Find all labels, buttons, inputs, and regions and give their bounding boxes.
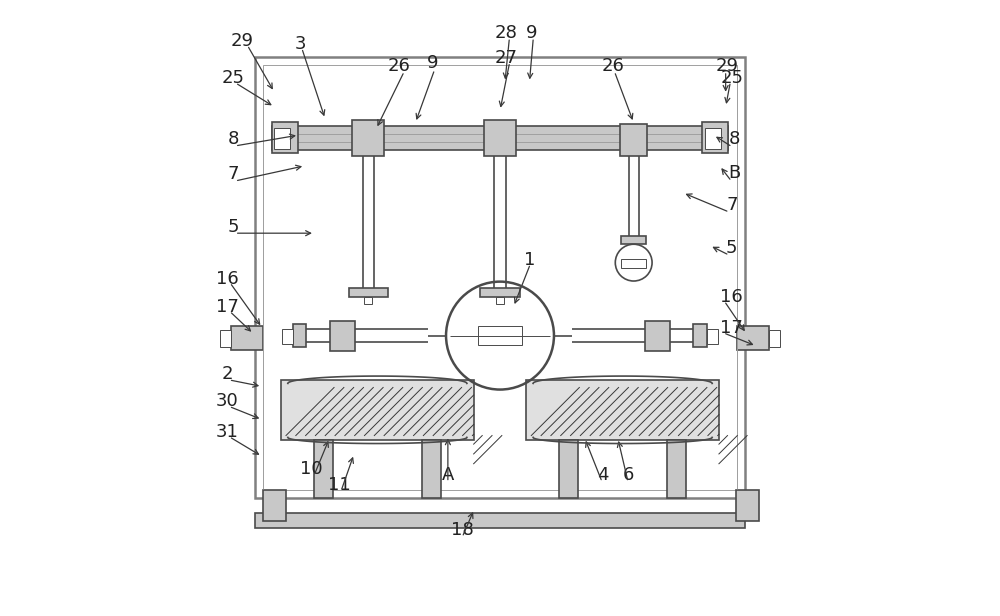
Bar — [293, 324, 306, 347]
Bar — [702, 121, 728, 153]
Text: 26: 26 — [602, 57, 625, 75]
Text: 29: 29 — [715, 57, 738, 75]
Text: A: A — [442, 466, 454, 484]
Bar — [526, 380, 719, 440]
Bar — [736, 490, 759, 521]
Text: 9: 9 — [427, 54, 438, 71]
Text: 7: 7 — [726, 196, 738, 214]
Bar — [645, 322, 670, 351]
Text: 30: 30 — [216, 392, 238, 410]
Text: 17: 17 — [216, 298, 239, 316]
Bar — [274, 128, 290, 149]
Bar — [769, 330, 780, 347]
Bar — [349, 288, 388, 297]
Text: 11: 11 — [328, 476, 351, 493]
Text: 9: 9 — [526, 24, 538, 43]
Text: 31: 31 — [216, 423, 239, 441]
Text: 10: 10 — [300, 460, 322, 477]
Text: 26: 26 — [387, 57, 410, 75]
Text: 8: 8 — [729, 131, 740, 148]
Bar — [484, 120, 516, 156]
Text: 28: 28 — [495, 24, 518, 43]
Bar — [621, 236, 646, 244]
Bar — [255, 513, 745, 527]
Text: 25: 25 — [720, 69, 743, 87]
Bar — [667, 440, 686, 498]
Bar — [263, 65, 737, 490]
Text: 2: 2 — [221, 365, 233, 383]
Text: 5: 5 — [227, 218, 239, 236]
Bar — [707, 329, 718, 344]
Bar — [220, 330, 231, 347]
Bar — [480, 288, 520, 297]
Text: 18: 18 — [451, 521, 473, 539]
Bar — [496, 297, 504, 304]
Text: 25: 25 — [222, 69, 245, 87]
Bar — [330, 322, 355, 351]
Bar — [705, 128, 721, 149]
Text: 27: 27 — [495, 49, 518, 67]
Bar — [263, 490, 286, 521]
Bar — [621, 259, 646, 267]
Text: 6: 6 — [623, 466, 634, 484]
Bar — [559, 440, 578, 498]
Text: 16: 16 — [720, 288, 743, 306]
Bar — [281, 380, 474, 440]
Text: 5: 5 — [726, 239, 738, 257]
Bar — [314, 440, 333, 498]
Text: 29: 29 — [231, 32, 254, 51]
Bar — [231, 326, 263, 350]
Bar — [422, 440, 441, 498]
Bar — [282, 329, 293, 344]
Text: 4: 4 — [597, 466, 609, 484]
Bar — [255, 57, 745, 498]
Bar — [478, 326, 522, 346]
Bar — [352, 120, 384, 156]
Text: 17: 17 — [720, 318, 743, 336]
Bar — [620, 124, 647, 156]
Bar — [272, 126, 728, 150]
Bar — [364, 297, 372, 304]
Text: 8: 8 — [228, 131, 239, 148]
Bar — [272, 121, 298, 153]
Bar — [693, 324, 707, 347]
Text: 1: 1 — [524, 251, 535, 269]
Text: 16: 16 — [216, 270, 238, 288]
Text: 3: 3 — [295, 35, 306, 54]
Text: 7: 7 — [227, 165, 239, 184]
Bar — [737, 326, 769, 350]
Text: B: B — [728, 164, 740, 182]
